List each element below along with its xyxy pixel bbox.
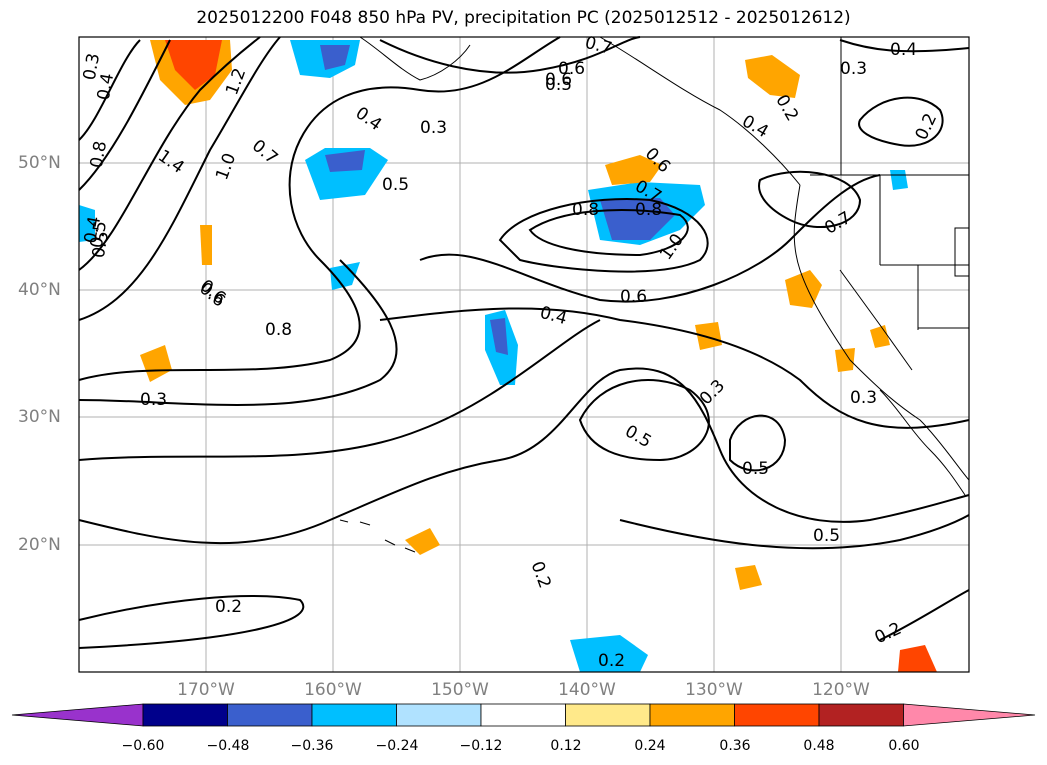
precip-positive-blob (870, 325, 890, 348)
colorbar-segment (649, 703, 735, 727)
precip-negative-blob (600, 198, 675, 240)
lon-label-140w: 140°W (558, 680, 616, 700)
lon-label-160w: 160°W (304, 680, 362, 700)
contour-label: 0.4 (81, 215, 105, 245)
contour-label: 0.5 (382, 175, 409, 195)
contour-label: 0.3 (696, 376, 729, 409)
contour-label: 0.8 (572, 200, 599, 220)
colorbar-tick: 0.24 (634, 738, 666, 754)
lat-label-50n: 50°N (18, 153, 61, 173)
precip-negative-blob (305, 148, 388, 200)
colorbar-extend-right (903, 703, 1036, 727)
colorbar-segment (818, 703, 904, 727)
colorbar-segment (227, 703, 313, 727)
precip-negative-blob (330, 262, 360, 290)
contour-label: 0.4 (538, 303, 569, 329)
colorbar-tick: −0.24 (375, 738, 419, 754)
contour-label: 0.3 (140, 390, 167, 410)
map-frame (78, 36, 970, 673)
map-title: 2025012200 F048 850 hPa PV, precipitatio… (196, 8, 851, 28)
colorbar-tick: −0.60 (121, 738, 165, 754)
contour-label: 0.8 (87, 140, 111, 170)
lon-label-120w: 120°W (812, 680, 870, 700)
precip-positive-blob (405, 528, 440, 555)
precip-negative-blob (890, 170, 908, 190)
gridlines (79, 37, 969, 672)
precip-shading (79, 40, 937, 672)
colorbar (11, 703, 1036, 727)
political-borders (810, 37, 970, 371)
precip-negative-blob (320, 45, 350, 70)
coastlines (339, 36, 970, 553)
contour-label: 0.2 (771, 91, 802, 124)
contour-label: 0.5 (545, 75, 572, 95)
precip-positive-blob (785, 270, 822, 308)
contour-label: 0.4 (890, 40, 917, 60)
lon-label-130w: 130°W (685, 680, 743, 700)
contour-label: 0.2 (215, 597, 242, 617)
colorbar-extend-left (11, 703, 144, 727)
lat-label-40n: 40°N (18, 280, 61, 300)
precip-positive-blob (200, 225, 212, 265)
contour-label: 0.3 (80, 52, 104, 82)
pv-contours (78, 36, 970, 649)
lat-label-30n: 30°N (18, 407, 61, 427)
contour-label: 1.0 (212, 151, 240, 183)
contour-label: 0.2 (872, 619, 905, 649)
contour-label: 0.4 (352, 103, 386, 135)
contour-label: 0.6 (195, 279, 229, 312)
colorbar-tick: −0.36 (290, 738, 334, 754)
precip-positive-blob (140, 345, 172, 382)
colorbar-tick: 0.36 (719, 738, 751, 754)
contour-label: 0.5 (89, 230, 113, 260)
precip-positive-blob (695, 322, 722, 350)
colorbar-segment (734, 703, 820, 727)
precip-positive-blob (165, 40, 222, 90)
lat-label-20n: 20°N (18, 535, 61, 555)
contour-label: 0.2 (598, 651, 625, 671)
colorbar-segment (311, 703, 397, 727)
precip-negative-blob (325, 150, 365, 172)
lon-label-150w: 150°W (431, 680, 489, 700)
precip-positive-blob (835, 348, 855, 372)
contour-label: 0.8 (635, 200, 662, 220)
colorbar-segment (565, 703, 651, 727)
contour-label: 0.2 (527, 559, 555, 591)
contour-label: 0.7 (248, 136, 282, 169)
contour-label: 0.8 (265, 320, 292, 340)
lon-label-170w: 170°W (177, 680, 235, 700)
contour-label: 0.4 (738, 111, 771, 142)
colorbar-tick: −0.12 (459, 738, 503, 754)
precip-positive-blob (735, 565, 762, 590)
colorbar-segment (142, 703, 228, 727)
precip-negative-blob (490, 318, 508, 355)
contour-label: 0.5 (621, 421, 654, 452)
colorbar-tick: 0.12 (550, 738, 582, 754)
colorbar-tick: −0.48 (206, 738, 250, 754)
contour-label: 0.5 (742, 459, 769, 479)
contour-label: 0.6 (545, 70, 572, 90)
contour-label: 0.3 (850, 388, 877, 408)
contour-label: 0.3 (420, 118, 447, 138)
precip-negative-blob (570, 635, 648, 672)
precip-negative-blob (79, 205, 95, 242)
contour-label: 0.7 (821, 208, 854, 239)
contour-label: 0.2 (912, 110, 942, 143)
colorbar-segment (396, 703, 482, 727)
precip-positive-blob (898, 645, 937, 672)
contour-label: 0.5 (813, 526, 840, 546)
colorbar-tick: 0.60 (888, 738, 920, 754)
contour-label: 0.5 (87, 220, 111, 250)
colorbar-tick: 0.48 (803, 738, 835, 754)
contour-label: 0.6 (620, 287, 647, 307)
contour-label: 0.6 (558, 59, 585, 79)
precip-positive-blob (605, 155, 662, 185)
precip-positive-blob (745, 55, 800, 98)
colorbar-segment (480, 703, 566, 727)
contour-label: 0.3 (840, 59, 867, 79)
contour-label: 0.4 (94, 72, 118, 102)
